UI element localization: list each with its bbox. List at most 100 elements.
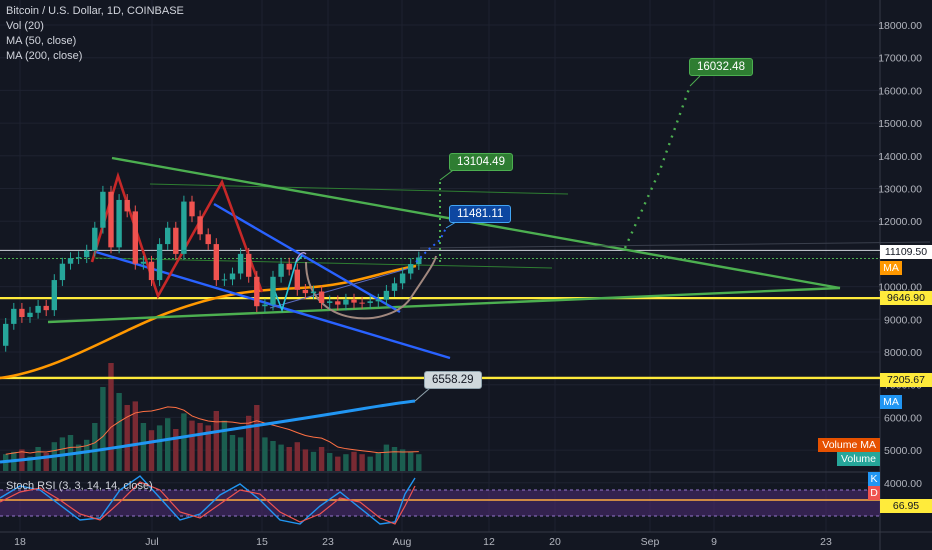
volume-bar xyxy=(75,444,82,471)
candle-body xyxy=(116,199,122,248)
candle-body xyxy=(237,253,244,274)
volume-bar xyxy=(108,363,114,471)
candle-body xyxy=(156,244,163,281)
volume-bar xyxy=(213,411,219,471)
volume-bar xyxy=(246,415,252,471)
candle-body xyxy=(246,253,252,277)
candle-body xyxy=(35,305,41,313)
chart-legend: Bitcoin / U.S. Dollar, 1D, COINBASE Vol … xyxy=(6,4,184,64)
ma50-line xyxy=(0,264,417,380)
volume-bar xyxy=(237,437,244,471)
candle-body xyxy=(84,250,90,258)
volume-bar xyxy=(189,420,195,471)
callout-6558[interactable]: 6558.29 xyxy=(424,371,482,389)
candle-body xyxy=(67,258,74,264)
candle-body xyxy=(359,302,365,304)
candle-body xyxy=(254,276,260,307)
volume-bar xyxy=(343,454,349,471)
rsi-value-tag: 66.95 xyxy=(880,499,932,513)
price-tick-label: 14000.00 xyxy=(878,151,922,163)
candle-body xyxy=(165,227,171,245)
candle-body xyxy=(302,289,309,294)
candle-body xyxy=(286,263,292,270)
price-tick-label: 16000.00 xyxy=(878,85,922,97)
volume-bar xyxy=(270,441,276,471)
cup-pattern-arc xyxy=(305,255,437,320)
candle-body xyxy=(416,257,422,265)
spike-line xyxy=(274,255,303,313)
volume-bar xyxy=(286,447,292,471)
volume-bar xyxy=(399,449,406,471)
candle-body xyxy=(221,279,228,281)
candle-body xyxy=(140,261,147,264)
callout-13104[interactable]: 13104.49 xyxy=(449,153,513,171)
volume-bar xyxy=(100,387,106,471)
time-tick-label: 20 xyxy=(549,536,561,548)
volume-bar xyxy=(359,454,365,471)
time-tick-label: 9 xyxy=(711,536,717,548)
volume-bar xyxy=(294,442,300,471)
candle-body xyxy=(270,276,276,305)
price-tick-label: 13000.00 xyxy=(878,184,922,196)
candle-body xyxy=(3,323,9,346)
candle-body xyxy=(59,263,66,281)
thin-grey-line xyxy=(419,241,931,249)
volume-bar xyxy=(84,439,90,471)
candle-body xyxy=(100,191,106,228)
volume-bar xyxy=(229,435,236,471)
volume-bar xyxy=(416,454,422,471)
symbol-title: Bitcoin / U.S. Dollar, 1D, COINBASE xyxy=(6,5,184,17)
volume-indicator-label[interactable]: Vol (20) xyxy=(6,20,44,32)
cup-handle xyxy=(295,252,307,263)
thin-green-line-2 xyxy=(94,257,553,269)
price-tick-label: 15000.00 xyxy=(878,118,922,130)
price-tick-label: 9000.00 xyxy=(884,314,922,326)
stoch-rsi-label[interactable]: Stoch RSI (3, 3, 14, 14, close) xyxy=(6,480,153,492)
volume-bar xyxy=(302,449,309,471)
candle-body xyxy=(197,216,203,235)
candle-body xyxy=(75,257,82,259)
volume-bar xyxy=(156,425,163,471)
volume-bar xyxy=(383,444,390,471)
candle-body xyxy=(173,227,179,254)
price-tick-label: 8000.00 xyxy=(884,347,922,359)
time-tick-label: 18 xyxy=(14,536,26,548)
ma200-indicator-label[interactable]: MA (200, close) xyxy=(6,50,83,62)
time-tick-label: Jul xyxy=(145,536,158,548)
volume-bar xyxy=(367,456,373,471)
time-tick-label: 23 xyxy=(820,536,832,548)
volume-bar xyxy=(165,418,171,471)
price-tick-label: 6000.00 xyxy=(884,412,922,424)
volume-bar xyxy=(124,405,130,471)
volume-tag: Volume xyxy=(836,452,880,466)
ma-tag: MA xyxy=(880,261,902,275)
candle-body xyxy=(367,301,373,303)
projection-blue xyxy=(415,227,447,263)
wedge-lower-line xyxy=(213,202,401,314)
callout-16032[interactable]: 16032.48 xyxy=(689,58,753,76)
volume-bar xyxy=(181,413,187,471)
volume-ma-tag: Volume MA xyxy=(818,438,880,452)
candle-body xyxy=(108,191,114,248)
candle-body xyxy=(294,269,300,290)
candle-body xyxy=(11,308,17,324)
candle-body xyxy=(399,273,406,284)
rsi-k-tag: K xyxy=(868,472,880,486)
ma50-indicator-label[interactable]: MA (50, close) xyxy=(6,35,77,47)
candle-body xyxy=(278,263,284,277)
price-tick-label: 17000.00 xyxy=(878,53,922,65)
callout-11481[interactable]: 11481.11 xyxy=(449,205,512,223)
candle-body xyxy=(318,291,325,303)
candle-body xyxy=(132,211,138,264)
last-price-tag: 11109.50 xyxy=(880,245,932,259)
volume-bar xyxy=(197,423,203,471)
lower-triangle-trendline xyxy=(47,286,841,324)
volume-bar xyxy=(132,401,138,471)
candle-body xyxy=(335,301,341,305)
volume-bar xyxy=(391,447,398,471)
volume-bar xyxy=(262,437,268,471)
candle-body xyxy=(229,273,236,280)
candle-body xyxy=(213,244,219,281)
volume-bar xyxy=(408,451,414,471)
